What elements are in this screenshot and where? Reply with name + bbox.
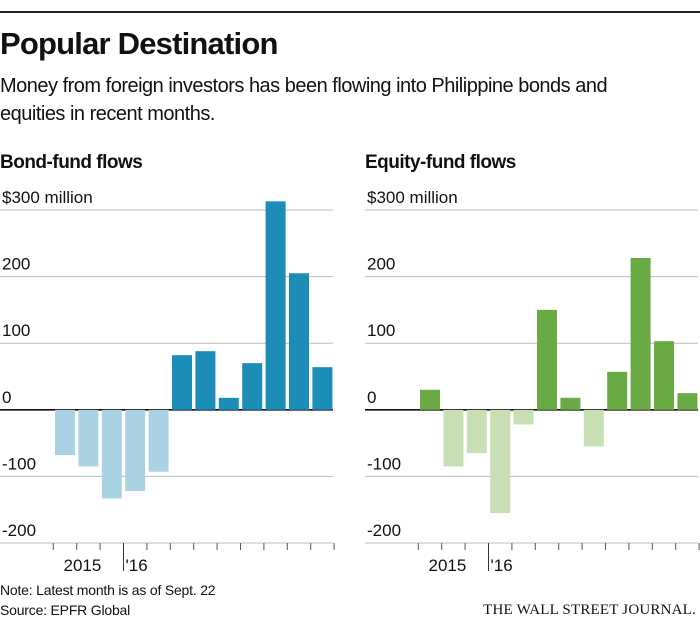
chart-title: Equity-fund flows — [365, 152, 516, 173]
bar — [312, 367, 333, 410]
bar — [420, 389, 440, 410]
bar — [490, 409, 511, 514]
y-tick-label: 100 — [2, 321, 30, 340]
y-tick-label: -200 — [367, 521, 401, 540]
y-tick-label: 0 — [2, 388, 11, 407]
x-tick-label: 2015 — [63, 556, 101, 575]
bar — [125, 409, 146, 492]
x-tick-label: '16 — [491, 556, 513, 575]
x-tick-label: 2015 — [428, 556, 466, 575]
source: Source: EPFR Global — [0, 602, 131, 618]
subtitle: Money from foreign investors has been fl… — [0, 75, 608, 125]
bar — [654, 341, 674, 410]
y-tick-label: 200 — [2, 255, 30, 274]
bar — [630, 257, 651, 410]
y-tick-label: -100 — [2, 454, 36, 473]
credit: THE WALL STREET JOURNAL. — [483, 602, 696, 618]
bar — [537, 309, 557, 410]
y-tick-label: 0 — [367, 388, 376, 407]
bar — [148, 409, 169, 472]
title: Popular Destination — [0, 26, 278, 61]
bar — [677, 393, 698, 410]
x-tick-label: '16 — [126, 556, 148, 575]
y-tick-label: $300 million — [2, 188, 93, 207]
bar — [218, 397, 239, 410]
bar — [195, 351, 216, 410]
y-tick-label: 200 — [367, 255, 395, 274]
note: Note: Latest month is as of Sept. 22 — [0, 582, 216, 598]
bar — [583, 409, 604, 447]
bar — [78, 409, 99, 467]
bar — [172, 355, 192, 410]
bar — [289, 273, 309, 410]
bar — [55, 409, 75, 456]
bar — [560, 397, 581, 410]
y-tick-label: -100 — [367, 454, 401, 473]
bar — [466, 409, 487, 454]
y-tick-label: $300 million — [367, 188, 458, 207]
bar — [513, 409, 534, 425]
bar — [265, 201, 286, 410]
top-rule — [0, 11, 700, 13]
bar — [242, 363, 263, 410]
chart-title: Bond-fund flows — [0, 152, 142, 173]
y-tick-label: -200 — [2, 521, 36, 540]
y-tick-label: 100 — [367, 321, 395, 340]
bar — [607, 371, 628, 410]
bar — [443, 409, 464, 467]
bar — [101, 409, 122, 499]
